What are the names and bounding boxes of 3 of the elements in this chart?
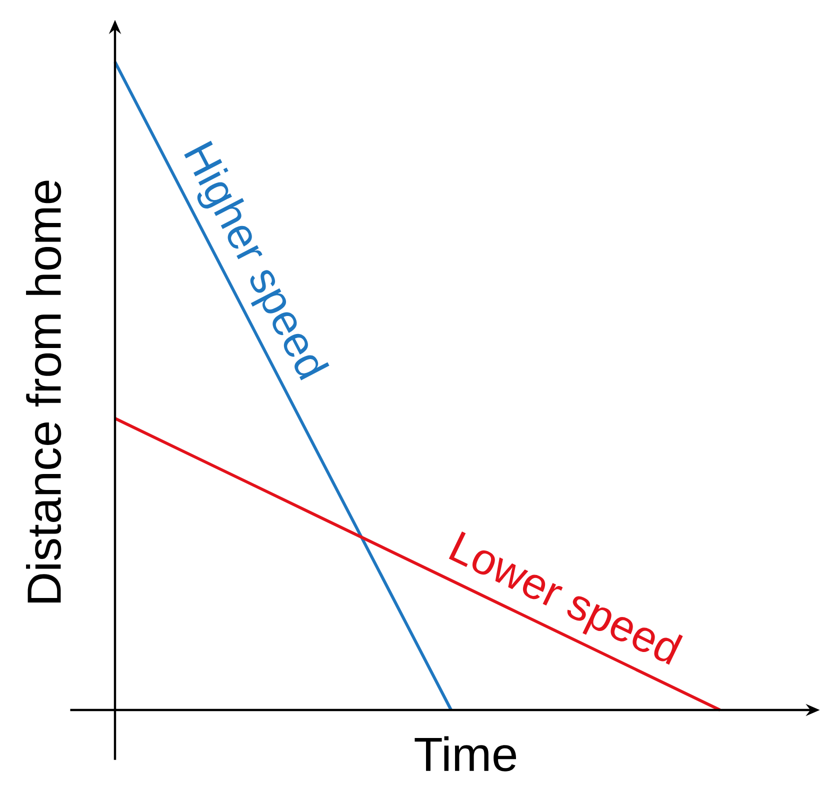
y-axis-title: Distance from home bbox=[26, 180, 62, 602]
text: Lower speed bbox=[448, 531, 683, 665]
x-axis-title: Time bbox=[414, 736, 516, 772]
